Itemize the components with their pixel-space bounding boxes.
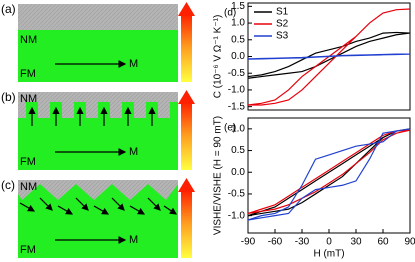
series-line (247, 31, 411, 79)
moments (28, 106, 156, 126)
y-tick-label: 0.5 (231, 34, 245, 45)
y-tick-label: 1.0 (231, 18, 245, 29)
gradient-bar (181, 190, 192, 258)
x-tick-label: -60 (268, 237, 283, 248)
y-tick-label: -1.5 (228, 101, 246, 112)
fm-label: FM (20, 244, 36, 256)
panel-label: (e) (224, 123, 236, 134)
y-tick-label: 1.0 (231, 123, 245, 134)
y-tick-label: 0.0 (231, 51, 245, 62)
nm-layer (18, 180, 178, 200)
legend-label: S2 (276, 19, 289, 30)
nm-label: NM (20, 93, 37, 105)
y-tick-label: 1.5 (231, 1, 245, 12)
y-tick-label: -0.5 (228, 189, 246, 200)
diagram-b: (b) NM FM M (1, 90, 195, 170)
series-line (247, 128, 411, 221)
moments (19, 197, 177, 215)
y-tick-label: -1.0 (228, 210, 246, 221)
series-line (247, 8, 411, 106)
legend-label: S1 (276, 7, 289, 18)
y-tick-label: -1.0 (228, 85, 246, 96)
y-tick-label: 0.5 (231, 145, 245, 156)
gradient-bar (181, 102, 192, 170)
x-tick-label: 0 (326, 237, 332, 248)
legend-label: S3 (276, 31, 289, 42)
x-tick-label: 90 (404, 237, 415, 248)
nm-label: NM (20, 181, 37, 193)
y-tick-label: -0.5 (228, 68, 246, 79)
panel-label: (b) (1, 90, 16, 104)
gradient-bar (181, 14, 192, 82)
m-label: M (129, 146, 138, 158)
series-line (247, 53, 411, 60)
x-tick-label: -90 (241, 237, 256, 248)
series-line (247, 128, 411, 217)
diagram-a: (a) NM FM M (1, 2, 195, 82)
nm-label: NM (20, 34, 37, 46)
nm-layer (18, 92, 178, 118)
gradient-arrow (178, 2, 195, 16)
fm-label: FM (20, 68, 36, 80)
y-axis-label: C (10⁻⁶ V Ω⁻¹ K⁻¹) (213, 15, 224, 99)
gradient-arrow (178, 90, 195, 104)
y-tick-label: 0.0 (231, 167, 245, 178)
x-tick-label: 30 (350, 237, 362, 248)
fm-label: FM (20, 156, 36, 168)
y-axis-label: VISHE/VISHE (H = 90 mT) (213, 116, 224, 235)
x-tick-label: -30 (295, 237, 310, 248)
m-label: M (129, 58, 138, 70)
diagram-c: (c) NM FM M (1, 178, 195, 258)
panel-label: (a) (1, 2, 16, 16)
x-axis-label: H (mT) (313, 249, 344, 260)
nm-layer (18, 4, 178, 30)
panel-label: (c) (1, 178, 15, 192)
x-tick-label: 60 (377, 237, 389, 248)
m-label: M (129, 234, 138, 246)
gradient-arrow (178, 178, 195, 192)
panel-label: (d) (224, 8, 236, 19)
